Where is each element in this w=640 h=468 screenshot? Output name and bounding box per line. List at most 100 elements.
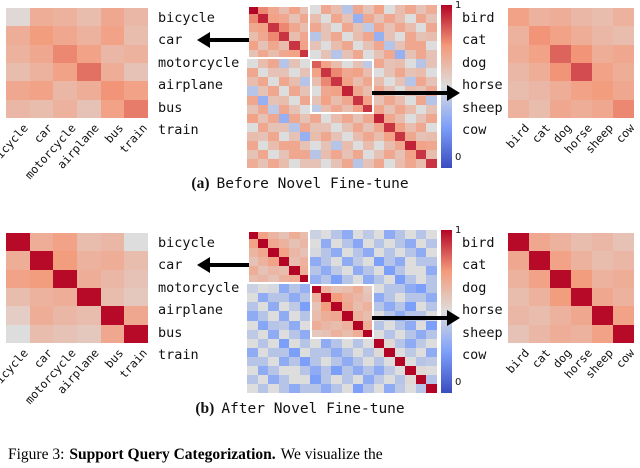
- heatmap-cell: [508, 324, 529, 343]
- heatmap-cell: [550, 8, 571, 27]
- axis-label-slot: train: [116, 119, 150, 175]
- heatmap-cell: [394, 5, 406, 15]
- heatmap-cell: [320, 122, 332, 132]
- row-label: train: [158, 122, 199, 139]
- heatmap-cell: [310, 383, 321, 393]
- heatmap-cell: [278, 230, 290, 240]
- heatmap-cell: [76, 288, 101, 307]
- heatmap-cell: [299, 104, 311, 114]
- heatmap-cell: [341, 230, 353, 240]
- heatmap-cell: [373, 14, 385, 24]
- heatmap-cell: [352, 266, 364, 276]
- heatmap-cell: [310, 266, 321, 276]
- heatmap-cell: [299, 275, 311, 285]
- heatmap-cell: [341, 266, 353, 276]
- heatmap-cell: [331, 257, 342, 267]
- heatmap-cell: [289, 275, 300, 285]
- heatmap-cell: [405, 113, 416, 123]
- heatmap-cell: [341, 86, 353, 96]
- heatmap-cell: [352, 5, 364, 15]
- heatmap-cell: [341, 239, 353, 249]
- heatmap-cell: [320, 239, 332, 249]
- heatmap-cell: [363, 122, 374, 132]
- heatmap-cell: [426, 149, 437, 159]
- heatmap-cell: [373, 104, 385, 114]
- heatmap-cell: [394, 347, 406, 357]
- heatmap-cell: [415, 77, 427, 87]
- heatmap-cell: [415, 284, 427, 294]
- heatmap-cell: [320, 23, 332, 33]
- heatmap-cell: [331, 32, 342, 42]
- heatmap-cell: [426, 77, 437, 87]
- arrow-shaft: [208, 38, 249, 42]
- heatmap-cell: [278, 365, 290, 375]
- heatmap-cell: [310, 122, 321, 132]
- axis-label-slot: cow: [613, 119, 637, 175]
- heatmap-animals-before: [508, 8, 634, 118]
- heatmap-cell: [341, 293, 353, 303]
- heatmap-cell: [124, 269, 148, 288]
- heatmap-cell: [384, 77, 395, 87]
- heatmap-cell: [278, 338, 290, 348]
- row-label: train: [158, 347, 199, 364]
- heatmap-cell: [289, 14, 300, 24]
- heatmap-cell: [394, 356, 406, 366]
- heatmap-cell: [373, 347, 385, 357]
- heatmap-cell: [268, 140, 279, 150]
- heatmap-cell: [289, 23, 300, 33]
- heatmap-cell: [310, 284, 321, 294]
- heatmap-cell: [247, 284, 258, 294]
- heatmap-cell: [352, 113, 364, 123]
- heatmap-cell: [247, 32, 258, 42]
- heatmap-cell: [310, 158, 321, 168]
- heatmap-cell: [268, 5, 279, 15]
- heatmap-cell: [529, 251, 550, 270]
- heatmap-cell: [53, 324, 77, 343]
- heatmap-cell: [310, 131, 321, 141]
- heatmap-cell: [247, 239, 258, 249]
- heatmap-cell: [268, 239, 279, 249]
- heatmap-cell: [257, 284, 269, 294]
- heatmap-cell: [100, 233, 125, 252]
- heatmap-cell: [331, 149, 342, 159]
- heatmap-cell: [384, 257, 395, 267]
- heatmap-cell: [257, 77, 269, 87]
- heatmap-cell: [571, 233, 592, 252]
- heatmap-cell: [247, 230, 258, 240]
- heatmap-cell: [341, 302, 353, 312]
- heatmap-cell: [341, 95, 353, 105]
- heatmap-cell: [352, 104, 364, 114]
- heatmap-cell: [299, 293, 311, 303]
- row-label: bird: [462, 235, 495, 251]
- heatmap-cell: [278, 86, 290, 96]
- heatmap-cell: [415, 41, 427, 51]
- heatmap-cell: [341, 113, 353, 123]
- heatmap-cell: [310, 32, 321, 42]
- heatmap-cell: [341, 329, 353, 339]
- heatmap-cell: [278, 59, 290, 69]
- heatmap-cell: [310, 338, 321, 348]
- heatmap-cell: [592, 44, 613, 63]
- colorbar: [441, 5, 452, 168]
- row-label: dog: [462, 54, 487, 71]
- heatmap-cell: [247, 365, 258, 375]
- heatmap-cell: [373, 131, 385, 141]
- heatmap-cell: [405, 257, 416, 267]
- heatmap-cell: [247, 131, 258, 141]
- figure-title: Support Query Categorization.: [69, 446, 276, 463]
- heatmap-cell: [384, 95, 395, 105]
- heatmap-cell: [257, 68, 269, 78]
- heatmap-cell: [6, 233, 30, 252]
- heatmap-cell: [373, 320, 385, 330]
- heatmap-cell: [363, 365, 374, 375]
- heatmap-cell: [384, 68, 395, 78]
- heatmap-cell: [299, 50, 311, 60]
- heatmap-cell: [426, 113, 437, 123]
- heatmap-cell: [53, 8, 77, 27]
- heatmap-cell: [363, 320, 374, 330]
- heatmap-cell: [247, 41, 258, 51]
- heatmap-cell: [247, 266, 258, 276]
- heatmap-cell: [415, 113, 427, 123]
- heatmap-cell: [508, 26, 529, 45]
- heatmap-cell: [247, 104, 258, 114]
